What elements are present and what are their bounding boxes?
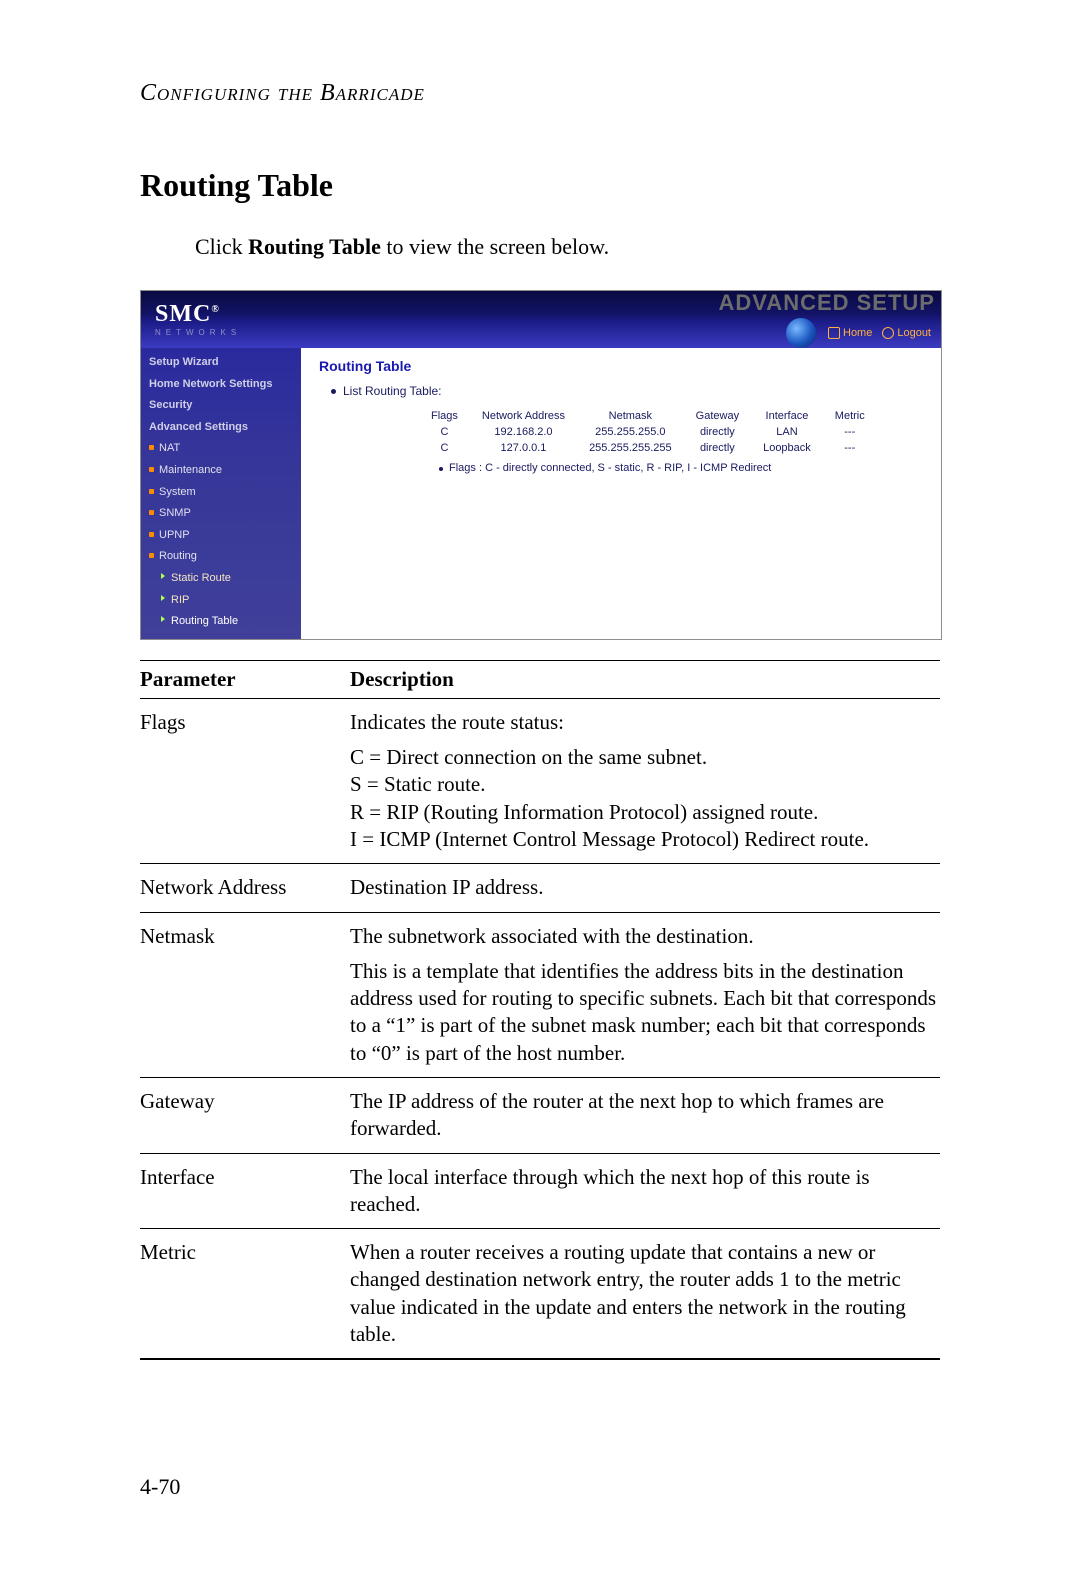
sidebar-item-system[interactable]: System	[141, 482, 301, 504]
intro-text: Click Routing Table to view the screen b…	[195, 234, 940, 260]
param-gateway-desc: The IP address of the router at the next…	[350, 1077, 940, 1153]
sidebar-item-home-network-settings[interactable]: Home Network Settings	[141, 374, 301, 396]
param-network-address: Network Address	[140, 864, 350, 912]
section-title: Routing Table	[140, 167, 940, 204]
main-bullet: List Routing Table:	[343, 384, 923, 398]
param-flags: Flags	[140, 698, 350, 736]
sidebar-item-static-route[interactable]: Static Route	[141, 568, 301, 590]
flags-s: S = Static route.	[350, 772, 486, 796]
param-metric-desc: When a router receives a routing update …	[350, 1229, 940, 1360]
table-row: C 192.168.2.0 255.255.255.0 directly LAN…	[419, 424, 877, 440]
param-metric: Metric	[140, 1229, 350, 1360]
cell-gateway: directly	[684, 440, 751, 456]
sidebar-item-rip[interactable]: RIP	[141, 590, 301, 612]
intro-pre: Click	[195, 234, 248, 259]
sidebar-item-security[interactable]: Security	[141, 395, 301, 417]
th-metric: Metric	[823, 408, 877, 424]
router-screenshot: SMC® Networks ADVANCED SETUP Home Logout…	[140, 290, 942, 640]
param-network-address-desc: Destination IP address.	[350, 864, 940, 912]
sidebar-item-routing[interactable]: Routing	[141, 546, 301, 568]
th-flags: Flags	[419, 408, 470, 424]
th-parameter: Parameter	[140, 660, 350, 698]
cell-interface: Loopback	[751, 440, 823, 456]
parameter-table: Parameter Description Flags Indicates th…	[140, 660, 940, 1361]
cell-interface: LAN	[751, 424, 823, 440]
screenshot-main: Routing Table List Routing Table: Flags …	[301, 348, 941, 639]
sidebar-item-nat[interactable]: NAT	[141, 438, 301, 460]
sidebar: Setup Wizard Home Network Settings Secur…	[141, 348, 301, 639]
param-flags-blank	[140, 736, 350, 864]
param-netmask: Netmask	[140, 912, 350, 950]
param-netmask-blank	[140, 950, 350, 1078]
sidebar-item-upnp[interactable]: UPNP	[141, 525, 301, 547]
sidebar-item-routing-table[interactable]: Routing Table	[141, 611, 301, 633]
logo: SMC® Networks	[155, 302, 241, 337]
cell-gateway: directly	[684, 424, 751, 440]
logo-text: SMC	[155, 301, 211, 327]
param-netmask-desc2: This is a template that identifies the a…	[350, 950, 940, 1078]
logo-main: SMC®	[155, 302, 241, 326]
home-link[interactable]: Home	[828, 327, 872, 339]
screenshot-topbar: SMC® Networks ADVANCED SETUP Home Logout	[141, 291, 941, 348]
flags-i: I = ICMP (Internet Control Message Proto…	[350, 827, 869, 851]
param-table-header: Parameter Description	[140, 660, 940, 698]
header-title: ADVANCED SETUP	[718, 290, 935, 316]
intro-bold: Routing Table	[248, 234, 381, 259]
cell-netaddr: 127.0.0.1	[470, 440, 577, 456]
page: Configuring the Barricade Routing Table …	[0, 0, 1080, 1570]
th-gateway: Gateway	[684, 408, 751, 424]
sidebar-item-setup-wizard[interactable]: Setup Wizard	[141, 352, 301, 374]
home-link-label: Home	[843, 327, 872, 339]
top-links: Home Logout	[786, 318, 931, 348]
home-icon	[828, 327, 840, 339]
routing-table: Flags Network Address Netmask Gateway In…	[419, 408, 877, 456]
th-interface: Interface	[751, 408, 823, 424]
logo-sub: Networks	[155, 328, 241, 337]
param-flags-desc2: C = Direct connection on the same subnet…	[350, 736, 940, 864]
running-head: Configuring the Barricade	[140, 80, 940, 107]
page-number: 4-70	[140, 1474, 180, 1500]
cell-netmask: 255.255.255.0	[577, 424, 684, 440]
main-title: Routing Table	[319, 358, 923, 374]
cell-metric: ---	[823, 440, 877, 456]
intro-post: to view the screen below.	[381, 234, 609, 259]
sidebar-item-advanced-settings[interactable]: Advanced Settings	[141, 417, 301, 439]
logout-link-label: Logout	[897, 327, 931, 339]
param-netmask-desc1: The subnetwork associated with the desti…	[350, 912, 940, 950]
topbar-right: ADVANCED SETUP Home Logout	[718, 290, 931, 348]
cell-netaddr: 192.168.2.0	[470, 424, 577, 440]
param-interface: Interface	[140, 1153, 350, 1229]
globe-icon	[786, 318, 816, 348]
flags-legend: Flags : C - directly connected, S - stat…	[449, 462, 923, 474]
sidebar-item-snmp[interactable]: SNMP	[141, 503, 301, 525]
logout-icon	[882, 327, 894, 339]
logo-registered: ®	[211, 304, 219, 315]
routing-table-header-row: Flags Network Address Netmask Gateway In…	[419, 408, 877, 424]
cell-flags: C	[419, 424, 470, 440]
param-gateway: Gateway	[140, 1077, 350, 1153]
logout-link[interactable]: Logout	[882, 327, 931, 339]
flags-c: C = Direct connection on the same subnet…	[350, 745, 707, 769]
th-description: Description	[350, 660, 940, 698]
param-interface-desc: The local interface through which the ne…	[350, 1153, 940, 1229]
param-flags-desc1: Indicates the route status:	[350, 698, 940, 736]
sidebar-item-maintenance[interactable]: Maintenance	[141, 460, 301, 482]
flags-r: R = RIP (Routing Information Protocol) a…	[350, 800, 818, 824]
th-network-address: Network Address	[470, 408, 577, 424]
table-row: C 127.0.0.1 255.255.255.255 directly Loo…	[419, 440, 877, 456]
th-netmask: Netmask	[577, 408, 684, 424]
cell-netmask: 255.255.255.255	[577, 440, 684, 456]
cell-metric: ---	[823, 424, 877, 440]
screenshot-body: Setup Wizard Home Network Settings Secur…	[141, 348, 941, 639]
cell-flags: C	[419, 440, 470, 456]
